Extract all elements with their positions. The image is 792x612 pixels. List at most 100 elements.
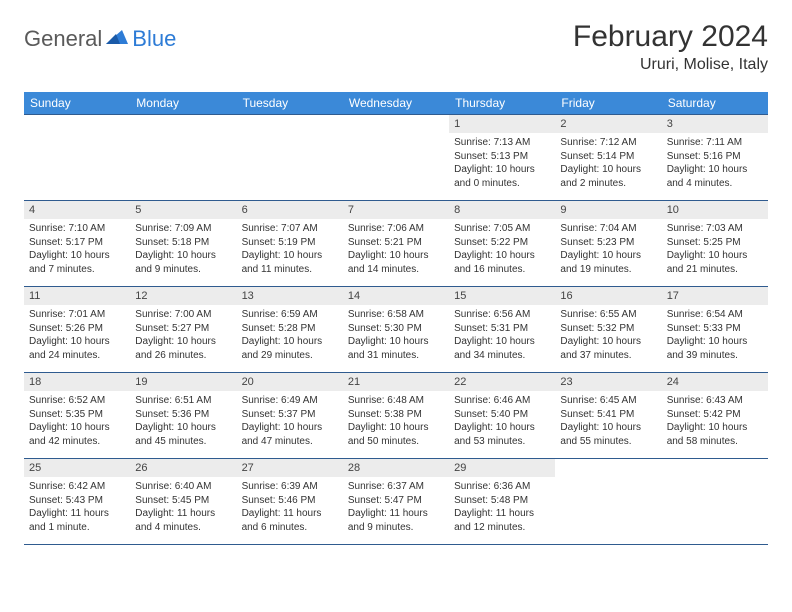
calendar-body: 1Sunrise: 7:13 AMSunset: 5:13 PMDaylight… [24,115,768,545]
day-info: Sunrise: 6:42 AMSunset: 5:43 PMDaylight:… [24,477,130,538]
calendar-cell: 20Sunrise: 6:49 AMSunset: 5:37 PMDayligh… [237,373,343,459]
calendar-cell: 8Sunrise: 7:05 AMSunset: 5:22 PMDaylight… [449,201,555,287]
calendar-cell: 11Sunrise: 7:01 AMSunset: 5:26 PMDayligh… [24,287,130,373]
calendar-cell-empty [130,115,236,201]
calendar-cell: 29Sunrise: 6:36 AMSunset: 5:48 PMDayligh… [449,459,555,545]
title-block: February 2024 Ururi, Molise, Italy [573,20,768,74]
day-header: Wednesday [343,92,449,115]
day-header: Sunday [24,92,130,115]
calendar-cell-empty [555,459,661,545]
day-info: Sunrise: 6:52 AMSunset: 5:35 PMDaylight:… [24,391,130,452]
calendar-week: 18Sunrise: 6:52 AMSunset: 5:35 PMDayligh… [24,373,768,459]
day-info: Sunrise: 6:59 AMSunset: 5:28 PMDaylight:… [237,305,343,366]
day-info: Sunrise: 7:11 AMSunset: 5:16 PMDaylight:… [662,133,768,194]
day-info: Sunrise: 6:37 AMSunset: 5:47 PMDaylight:… [343,477,449,538]
day-info: Sunrise: 6:48 AMSunset: 5:38 PMDaylight:… [343,391,449,452]
day-number: 28 [343,459,449,477]
calendar-cell: 15Sunrise: 6:56 AMSunset: 5:31 PMDayligh… [449,287,555,373]
day-number: 12 [130,287,236,305]
calendar-cell-empty [24,115,130,201]
calendar-cell: 14Sunrise: 6:58 AMSunset: 5:30 PMDayligh… [343,287,449,373]
day-info: Sunrise: 6:45 AMSunset: 5:41 PMDaylight:… [555,391,661,452]
day-number: 11 [24,287,130,305]
day-info: Sunrise: 6:36 AMSunset: 5:48 PMDaylight:… [449,477,555,538]
calendar-week: 1Sunrise: 7:13 AMSunset: 5:13 PMDaylight… [24,115,768,201]
location: Ururi, Molise, Italy [573,56,768,74]
day-info: Sunrise: 6:43 AMSunset: 5:42 PMDaylight:… [662,391,768,452]
day-info: Sunrise: 7:12 AMSunset: 5:14 PMDaylight:… [555,133,661,194]
calendar-cell: 21Sunrise: 6:48 AMSunset: 5:38 PMDayligh… [343,373,449,459]
logo-text-blue: Blue [132,26,176,52]
header: General Blue February 2024 Ururi, Molise… [24,20,768,74]
day-info: Sunrise: 6:39 AMSunset: 5:46 PMDaylight:… [237,477,343,538]
day-number: 5 [130,201,236,219]
day-info: Sunrise: 6:49 AMSunset: 5:37 PMDaylight:… [237,391,343,452]
day-info: Sunrise: 6:54 AMSunset: 5:33 PMDaylight:… [662,305,768,366]
day-info: Sunrise: 6:58 AMSunset: 5:30 PMDaylight:… [343,305,449,366]
day-header: Tuesday [237,92,343,115]
day-header: Thursday [449,92,555,115]
day-number: 21 [343,373,449,391]
calendar-cell: 27Sunrise: 6:39 AMSunset: 5:46 PMDayligh… [237,459,343,545]
calendar-cell: 19Sunrise: 6:51 AMSunset: 5:36 PMDayligh… [130,373,236,459]
day-info: Sunrise: 6:46 AMSunset: 5:40 PMDaylight:… [449,391,555,452]
day-number: 1 [449,115,555,133]
day-number: 8 [449,201,555,219]
day-number: 4 [24,201,130,219]
calendar-week: 25Sunrise: 6:42 AMSunset: 5:43 PMDayligh… [24,459,768,545]
calendar-cell: 28Sunrise: 6:37 AMSunset: 5:47 PMDayligh… [343,459,449,545]
calendar-cell: 23Sunrise: 6:45 AMSunset: 5:41 PMDayligh… [555,373,661,459]
day-number: 16 [555,287,661,305]
day-info: Sunrise: 7:07 AMSunset: 5:19 PMDaylight:… [237,219,343,280]
day-number: 27 [237,459,343,477]
day-number: 6 [237,201,343,219]
day-number: 14 [343,287,449,305]
day-info: Sunrise: 7:05 AMSunset: 5:22 PMDaylight:… [449,219,555,280]
day-number: 17 [662,287,768,305]
calendar-week: 4Sunrise: 7:10 AMSunset: 5:17 PMDaylight… [24,201,768,287]
calendar-cell-empty [237,115,343,201]
day-number: 7 [343,201,449,219]
calendar-cell: 18Sunrise: 6:52 AMSunset: 5:35 PMDayligh… [24,373,130,459]
calendar-cell: 3Sunrise: 7:11 AMSunset: 5:16 PMDaylight… [662,115,768,201]
day-header: Saturday [662,92,768,115]
day-info: Sunrise: 6:56 AMSunset: 5:31 PMDaylight:… [449,305,555,366]
calendar-cell: 7Sunrise: 7:06 AMSunset: 5:21 PMDaylight… [343,201,449,287]
calendar-week: 11Sunrise: 7:01 AMSunset: 5:26 PMDayligh… [24,287,768,373]
calendar-cell: 1Sunrise: 7:13 AMSunset: 5:13 PMDaylight… [449,115,555,201]
day-number: 2 [555,115,661,133]
day-number: 3 [662,115,768,133]
calendar-cell: 24Sunrise: 6:43 AMSunset: 5:42 PMDayligh… [662,373,768,459]
day-info: Sunrise: 6:51 AMSunset: 5:36 PMDaylight:… [130,391,236,452]
calendar-cell: 5Sunrise: 7:09 AMSunset: 5:18 PMDaylight… [130,201,236,287]
day-info: Sunrise: 7:10 AMSunset: 5:17 PMDaylight:… [24,219,130,280]
day-info: Sunrise: 7:04 AMSunset: 5:23 PMDaylight:… [555,219,661,280]
day-number: 20 [237,373,343,391]
day-header-row: SundayMondayTuesdayWednesdayThursdayFrid… [24,92,768,115]
calendar-cell: 6Sunrise: 7:07 AMSunset: 5:19 PMDaylight… [237,201,343,287]
day-info: Sunrise: 7:03 AMSunset: 5:25 PMDaylight:… [662,219,768,280]
logo-text-general: General [24,26,102,52]
day-number: 10 [662,201,768,219]
day-number: 22 [449,373,555,391]
day-number: 9 [555,201,661,219]
day-number: 19 [130,373,236,391]
calendar-cell: 25Sunrise: 6:42 AMSunset: 5:43 PMDayligh… [24,459,130,545]
calendar-cell-empty [343,115,449,201]
day-info: Sunrise: 7:13 AMSunset: 5:13 PMDaylight:… [449,133,555,194]
day-info: Sunrise: 7:06 AMSunset: 5:21 PMDaylight:… [343,219,449,280]
calendar-table: SundayMondayTuesdayWednesdayThursdayFrid… [24,92,768,545]
calendar-cell: 10Sunrise: 7:03 AMSunset: 5:25 PMDayligh… [662,201,768,287]
logo-triangle-icon [106,28,128,51]
logo: General Blue [24,26,176,52]
day-info: Sunrise: 7:09 AMSunset: 5:18 PMDaylight:… [130,219,236,280]
calendar-cell: 4Sunrise: 7:10 AMSunset: 5:17 PMDaylight… [24,201,130,287]
day-info: Sunrise: 7:00 AMSunset: 5:27 PMDaylight:… [130,305,236,366]
calendar-cell-empty [662,459,768,545]
day-header: Friday [555,92,661,115]
day-number: 24 [662,373,768,391]
calendar-cell: 16Sunrise: 6:55 AMSunset: 5:32 PMDayligh… [555,287,661,373]
day-info: Sunrise: 6:55 AMSunset: 5:32 PMDaylight:… [555,305,661,366]
calendar-cell: 22Sunrise: 6:46 AMSunset: 5:40 PMDayligh… [449,373,555,459]
day-number: 25 [24,459,130,477]
